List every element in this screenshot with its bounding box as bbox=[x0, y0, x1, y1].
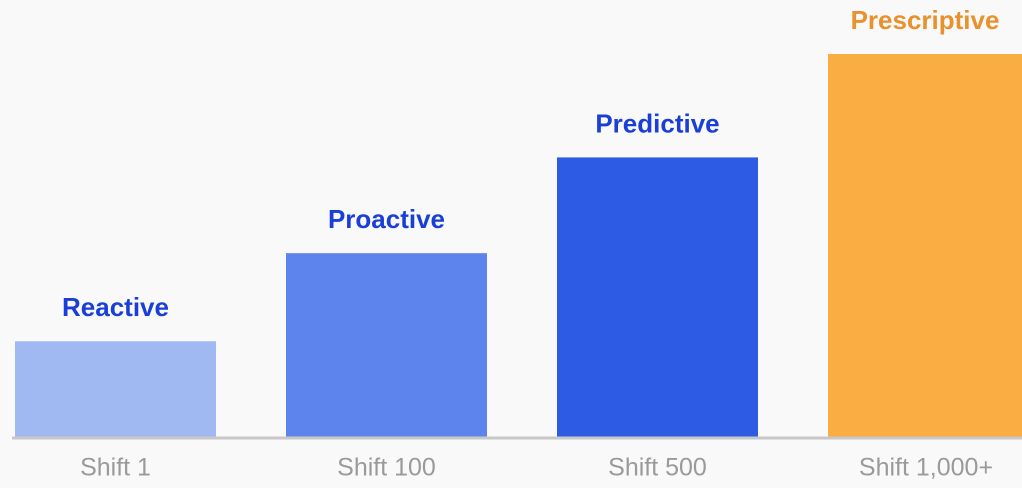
x-tick-label: Shift 500 bbox=[608, 454, 707, 482]
bar-label: Predictive bbox=[595, 108, 719, 138]
x-tick-label: Shift 1 bbox=[80, 454, 151, 482]
x-tick-label: Shift 100 bbox=[337, 454, 436, 482]
bar bbox=[828, 54, 1022, 437]
bar-label: Proactive bbox=[328, 204, 445, 234]
bar bbox=[557, 157, 758, 437]
bar bbox=[286, 253, 487, 437]
bar bbox=[15, 341, 216, 437]
bar-label: Reactive bbox=[62, 292, 169, 322]
bar-label: Prescriptive bbox=[851, 5, 1000, 35]
x-tick-label: Shift 1,000+ bbox=[859, 454, 993, 482]
